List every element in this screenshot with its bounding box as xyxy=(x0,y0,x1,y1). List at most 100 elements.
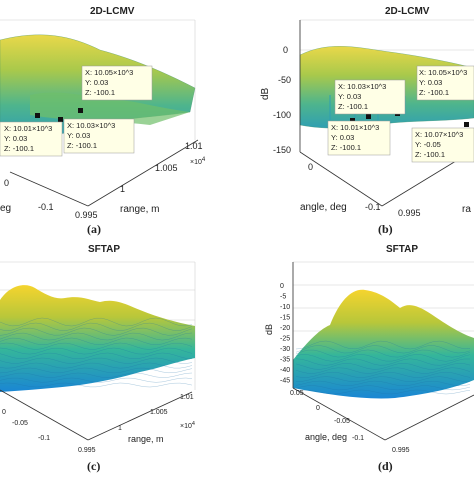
mesh-line xyxy=(0,337,193,345)
panel-a-axes-box xyxy=(0,19,196,140)
panel-a-title: 2D-LCMV xyxy=(90,6,135,17)
y-tick-label: 0 xyxy=(316,405,320,412)
z-tick-label: -150 xyxy=(273,145,291,155)
panel-a-ylabel-fragment: eg xyxy=(0,203,11,214)
mesh-line xyxy=(295,345,471,354)
panel-b-tick-labels: 0 -50 -100 -150 0 -0.1 0.995 xyxy=(273,45,421,218)
panel-d-caption: (d) xyxy=(378,459,393,473)
svg-text:X: 10.05×10^3: X: 10.05×10^3 xyxy=(419,68,467,77)
mesh-line xyxy=(0,367,193,374)
panel-c-tick-labels: 0 -0.05 -0.1 0.995 1 1.005 1.01 ×104 xyxy=(2,394,195,454)
panel-c-caption: (c) xyxy=(87,459,100,473)
panel-c: SFTAP 0 -0.05 -0.1 0.995 1 1.005 1.01 ×1… xyxy=(0,244,196,473)
panel-c-xlabel: range, m xyxy=(128,434,164,444)
panel-a-marker-1 xyxy=(35,113,40,118)
panel-d-yx-tick-labels: 0.05 0 -0.05 -0.1 0.995 xyxy=(290,390,410,454)
panel-d-zlabel: dB xyxy=(264,324,274,335)
mesh-line xyxy=(0,322,193,331)
y-tick-label: 0.05 xyxy=(290,390,304,397)
mesh-line xyxy=(295,376,470,382)
mesh-line xyxy=(0,357,193,364)
svg-text:Z: -100.1: Z: -100.1 xyxy=(85,88,115,97)
svg-text:X: 10.03×10^3: X: 10.03×10^3 xyxy=(67,121,115,130)
svg-text:Y: -0.05: Y: -0.05 xyxy=(415,140,441,149)
mesh-line xyxy=(0,377,193,383)
panel-a-xlabel: range, m xyxy=(120,204,159,215)
panel-b: 2D-LCMV X: 10.03×10^3 xyxy=(260,6,474,236)
x-tick-label: 0.995 xyxy=(78,447,96,454)
panel-d-tick-labels: 0 -5 -10 -15 -20 -25 -30 -35 -40 -45 xyxy=(280,283,290,385)
svg-text:Y: 0.03: Y: 0.03 xyxy=(85,78,108,87)
y-tick-label: -0.1 xyxy=(38,202,54,212)
datatip: X: 10.05×10^3 Y: 0.03 Z: -100.1 xyxy=(416,65,474,101)
mesh-line xyxy=(295,389,471,395)
y-tick-label: -0.1 xyxy=(352,435,364,442)
panel-b-ylabel: angle, deg xyxy=(300,202,347,213)
z-tick-label: 0 xyxy=(280,283,284,290)
mesh-line xyxy=(295,367,471,374)
datatip: X: 10.01×10^3 Y: 0.03 Z: -100.1 xyxy=(0,121,63,157)
z-tick-label: -40 xyxy=(280,367,290,374)
z-tick-label: -30 xyxy=(280,346,290,353)
svg-text:Z: -100.1: Z: -100.1 xyxy=(331,143,361,152)
mesh-line xyxy=(0,362,193,369)
x-exponent: ×104 xyxy=(190,157,206,166)
mesh-line xyxy=(295,380,471,386)
mesh-line xyxy=(295,372,471,378)
mesh-line xyxy=(295,340,471,350)
svg-text:Y: 0.03: Y: 0.03 xyxy=(331,133,354,142)
panel-b-zlabel: dB xyxy=(260,87,271,100)
panel-b-title: 2D-LCMV xyxy=(385,6,430,17)
panel-b-datatips: X: 10.03×10^3 Y: 0.03 Z: -100.1 X: 10.05… xyxy=(327,65,474,163)
mesh-line xyxy=(295,354,471,362)
mesh-line xyxy=(295,349,471,358)
z-tick-label: -35 xyxy=(280,357,290,364)
y-tick-label: 0 xyxy=(2,409,6,416)
datatip: X: 10.05×10^3 Y: 0.03 Z: -100.1 xyxy=(81,65,153,101)
y-tick-label: 0 xyxy=(4,178,9,188)
z-tick-label: -10 xyxy=(280,304,290,311)
svg-text:Y: 0.03: Y: 0.03 xyxy=(419,78,442,87)
z-tick-label: -20 xyxy=(280,325,290,332)
z-tick-label: -5 xyxy=(280,294,286,301)
panel-a-surface-dip xyxy=(30,92,190,125)
panel-a-datatips: X: 10.05×10^3 Y: 0.03 Z: -100.1 X: 10.01… xyxy=(0,65,153,157)
datatip: X: 10.03×10^3 Y: 0.03 Z: -100.1 xyxy=(334,79,406,115)
mesh-line xyxy=(0,382,193,388)
datatip: X: 10.03×10^3 Y: 0.03 Z: -100.1 xyxy=(63,118,135,154)
x-tick-label: 0.995 xyxy=(392,447,410,454)
mesh-line xyxy=(295,385,471,391)
svg-text:Y: 0.03: Y: 0.03 xyxy=(338,92,361,101)
panel-b-xlabel: ra xyxy=(462,204,471,215)
panel-a-caption: (a) xyxy=(87,222,101,236)
svg-text:X: 10.01×10^3: X: 10.01×10^3 xyxy=(4,124,52,133)
panel-a-tick-labels: 0 -0.1 0.995 1 1.005 1.01 ×104 xyxy=(4,141,206,220)
mesh-line xyxy=(295,363,471,370)
panel-d-ylabel: angle, deg xyxy=(305,432,347,442)
y-tick-label: -0.05 xyxy=(334,418,350,425)
y-tick-label: -0.05 xyxy=(12,420,28,427)
panel-d-title: SFTAP xyxy=(386,244,418,255)
panel-d-floor-axes xyxy=(292,262,474,441)
panel-b-marker-4 xyxy=(464,122,469,127)
svg-text:X: 10.07×10^3: X: 10.07×10^3 xyxy=(415,130,463,139)
svg-text:Z: -100.1: Z: -100.1 xyxy=(4,144,34,153)
svg-text:Z: -100.1: Z: -100.1 xyxy=(419,88,449,97)
z-tick-label: -45 xyxy=(280,378,290,385)
mesh-line xyxy=(0,347,193,355)
panel-a-markers xyxy=(35,108,83,122)
mesh-line xyxy=(0,352,193,359)
svg-text:Z: -100.1: Z: -100.1 xyxy=(67,141,97,150)
svg-text:X: 10.05×10^3: X: 10.05×10^3 xyxy=(85,68,133,77)
datatip: X: 10.01×10^3 Y: 0.03 Z: -100.1 xyxy=(327,120,391,156)
mesh-line xyxy=(0,332,193,341)
panel-d-surface xyxy=(293,289,474,399)
x-tick-label: 1.01 xyxy=(180,394,194,401)
mesh-line xyxy=(0,372,193,378)
y-tick-label: -0.1 xyxy=(38,435,50,442)
x-tick-label: 1 xyxy=(118,425,122,432)
x-tick-label: 1 xyxy=(120,184,125,194)
y-tick-label: -0.1 xyxy=(365,202,381,212)
panel-a-floor-axes xyxy=(9,139,199,207)
